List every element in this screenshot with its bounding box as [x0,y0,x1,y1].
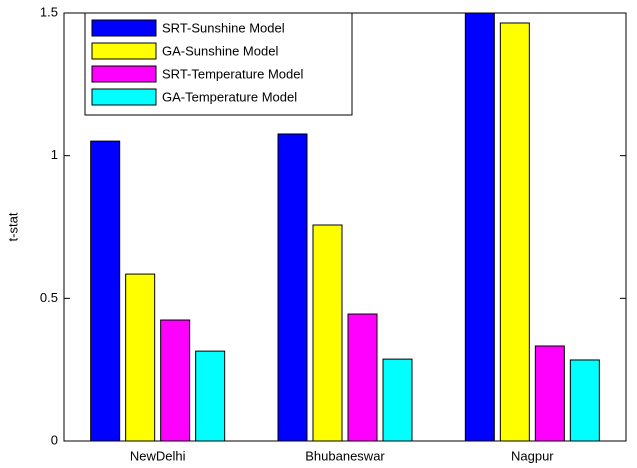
legend-label: SRT-Temperature Model [162,66,303,81]
legend-label: SRT-Sunshine Model [162,20,285,35]
y-tick-label: 1 [51,147,58,162]
x-tick-label: Nagpur [511,448,554,463]
bar [382,358,413,441]
bars [90,13,600,441]
bar [569,359,600,441]
y-tick-label: 1.5 [40,4,58,19]
bar [347,313,378,441]
legend-label: GA-Sunshine Model [162,43,278,58]
x-tick-label: Bhubaneswar [305,448,385,463]
bar [312,224,343,441]
bar [195,350,226,441]
y-tick-label: 0 [51,432,58,447]
bar [160,319,191,441]
bar [464,13,495,441]
y-axis-label: t-stat [5,212,20,241]
bar [499,22,530,441]
legend-label: GA-Temperature Model [162,89,297,104]
legend-swatch [91,19,157,37]
bar [90,140,121,441]
bar [277,133,308,441]
x-tick-label: NewDelhi [130,448,186,463]
legend-swatch [91,65,157,83]
legend-swatch [91,88,157,106]
bar [125,273,156,441]
legend-swatch [91,42,157,60]
y-tick-label: 0.5 [40,290,58,305]
bar [534,345,565,441]
